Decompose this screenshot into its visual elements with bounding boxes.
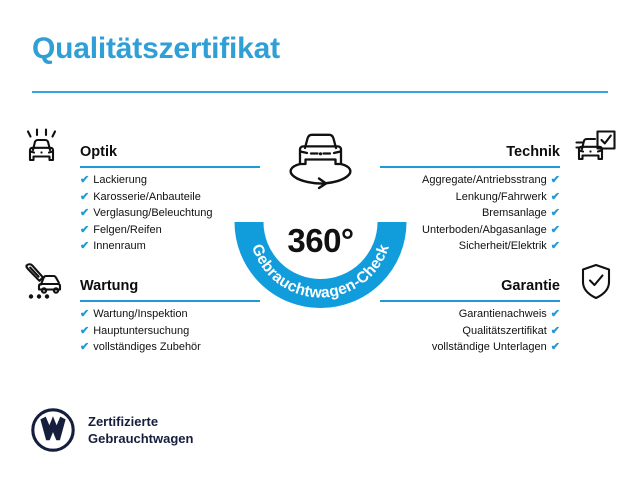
list-item-label: Wartung/Inspektion — [93, 308, 188, 320]
section-divider-wartung — [80, 300, 260, 302]
page-title: Qualitätszertifikat — [32, 32, 280, 65]
check-icon: ✔ — [550, 190, 560, 203]
check-icon: ✔ — [80, 324, 90, 337]
list-item-label: Hauptuntersuchung — [93, 324, 190, 337]
section-header-garantie: Garantie — [368, 262, 618, 306]
list-item-label: Qualitätszertifikat — [462, 324, 547, 337]
check-icon: ✔ — [550, 308, 560, 320]
section-title-optik: Optik — [80, 144, 118, 160]
list-item: ✔ Verglasung/Beleuchtung — [80, 205, 272, 222]
check-icon: ✔ — [550, 240, 560, 252]
list-item: ✔ Karosserie/Anbauteile — [80, 189, 272, 206]
vw-certified-text: Zertifizierte Gebrauchtwagen — [88, 413, 193, 447]
check-icon: ✔ — [550, 207, 560, 219]
checklist-optik: ✔ Lackierung ✔ Karosserie/Anbauteile ✔ Verg… — [80, 172, 272, 255]
list-item-label: vollständiges Zubehör — [93, 341, 201, 353]
list-item: ✔ vollständiges Zubehör — [80, 339, 272, 356]
list-item-label: Unterboden/Abgasanlage — [422, 223, 547, 236]
section-title-wartung: Wartung — [80, 278, 139, 294]
list-item: ✔ Innenraum — [80, 238, 272, 255]
section-garantie: Garantie Garantienachweis ✔ Qualitätszert… — [368, 262, 618, 356]
list-item-label: Karosserie/Anbauteile — [93, 190, 201, 203]
list-item-label: vollständige Unterlagen — [431, 341, 547, 353]
car-rotate-icon — [289, 133, 352, 190]
checklist-technik: Aggregate/Antriebsstrang ✔ Lenkung/Fahrwe… — [368, 172, 560, 255]
list-item-label: Lackierung — [93, 174, 148, 186]
list-item: Sicherheit/Elektrik ✔ — [368, 238, 560, 255]
list-item: vollständige Unterlagen ✔ — [368, 339, 560, 356]
list-item: ✔ Lackierung — [80, 172, 272, 189]
list-item: Lenkung/Fahrwerk ✔ — [368, 189, 560, 206]
check-icon: ✔ — [80, 207, 90, 219]
vw-text-line1: Zertifizierte — [88, 414, 159, 429]
check-icon: ✔ — [550, 324, 560, 337]
section-divider-garantie — [380, 300, 560, 302]
list-item-label: Aggregate/Antriebsstrang — [422, 174, 547, 186]
vw-text-line2: Gebrauchtwagen — [88, 431, 194, 446]
list-item-label: Garantienachweis — [458, 308, 547, 320]
check-icon: ✔ — [550, 341, 560, 353]
section-optik: Optik ✔ Lackierung ✔ Karosserie/Anbauteile… — [22, 128, 272, 255]
wrench-car-icon — [22, 262, 66, 304]
checklist-garantie: Garantienachweis ✔ Qualitätszertifikat ✔ v… — [368, 306, 560, 356]
check-icon: ✔ — [550, 174, 560, 186]
list-item: ✔ Wartung/Inspektion — [80, 306, 272, 323]
check-icon: ✔ — [80, 341, 90, 353]
list-item: Qualitätszertifikat ✔ — [368, 323, 560, 340]
vw-certified-footer: Zertifizierte Gebrauchtwagen — [30, 407, 193, 453]
section-header-technik: Technik — [368, 128, 618, 172]
section-title-technik: Technik — [506, 144, 560, 160]
car-checkbox-icon — [574, 128, 618, 170]
check-icon: ✔ — [80, 174, 90, 186]
section-wartung: Wartung ✔ Wartung/Inspektion ✔ Hauptunters… — [22, 262, 272, 356]
check-icon: ✔ — [80, 240, 90, 252]
list-item-label: Sicherheit/Elektrik — [458, 240, 547, 252]
section-header-wartung: Wartung — [22, 262, 272, 306]
section-technik: Technik Aggregate/Antriebsstrang ✔ Lenkun… — [368, 128, 618, 255]
list-item: ✔ Hauptuntersuchung — [80, 323, 272, 340]
shield-check-icon — [574, 262, 618, 304]
section-divider-optik — [80, 166, 260, 168]
list-item: Bremsanlage ✔ — [368, 205, 560, 222]
section-header-optik: Optik — [22, 128, 272, 172]
car-shine-icon — [22, 128, 66, 170]
badge-degrees: 360° — [287, 222, 354, 259]
title-divider — [32, 91, 608, 93]
checklist-wartung: ✔ Wartung/Inspektion ✔ Hauptuntersuchung ✔… — [80, 306, 272, 356]
list-item-label: Lenkung/Fahrwerk — [455, 190, 547, 203]
list-item: Unterboden/Abgasanlage ✔ — [368, 222, 560, 239]
check-icon: ✔ — [550, 223, 560, 236]
list-item-label: Bremsanlage — [481, 207, 547, 219]
list-item-label: Felgen/Reifen — [93, 223, 162, 236]
list-item: Garantienachweis ✔ — [368, 306, 560, 323]
check-icon: ✔ — [80, 223, 90, 236]
list-item-label: Verglasung/Beleuchtung — [93, 207, 213, 219]
check-icon: ✔ — [80, 308, 90, 320]
section-title-garantie: Garantie — [501, 278, 560, 294]
section-divider-technik — [380, 166, 560, 168]
list-item: Aggregate/Antriebsstrang ✔ — [368, 172, 560, 189]
badge-360-gebrauchtwagen-check: Gebrauchtwagen-Check 360° — [228, 118, 413, 313]
list-item-label: Innenraum — [93, 240, 146, 252]
vw-logo — [30, 407, 76, 453]
list-item: ✔ Felgen/Reifen — [80, 222, 272, 239]
check-icon: ✔ — [80, 190, 90, 203]
